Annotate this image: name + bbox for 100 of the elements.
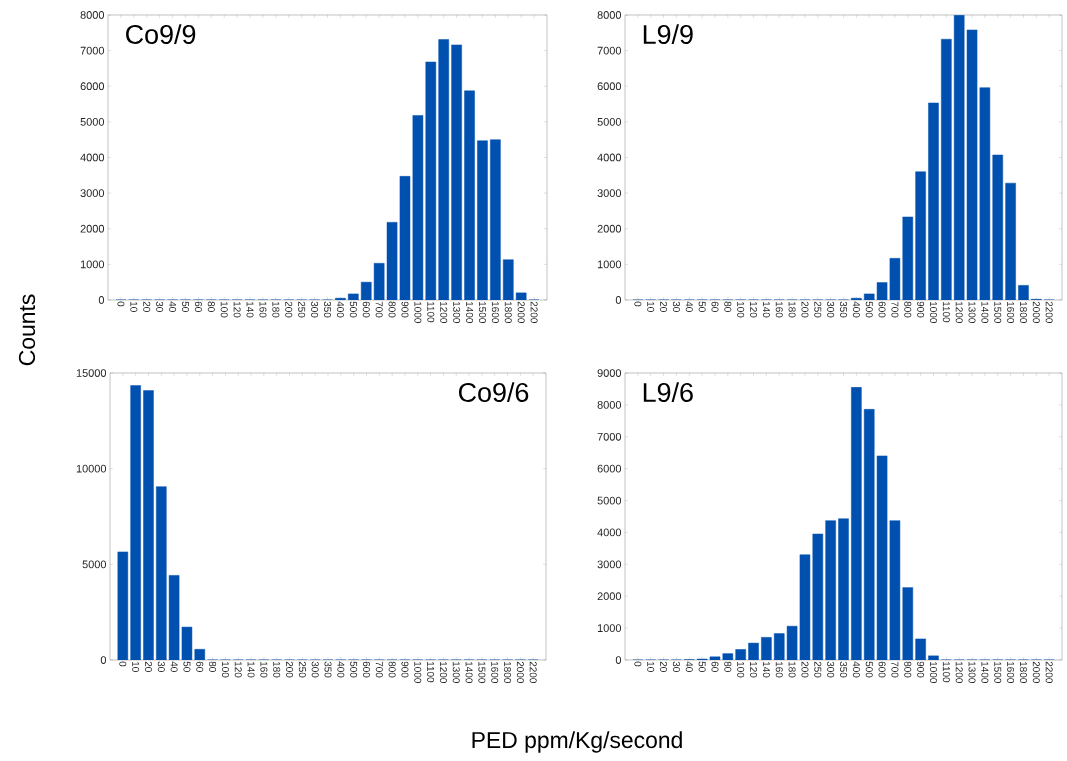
x-tick-label: 100 <box>221 661 229 678</box>
bar <box>117 551 129 660</box>
x-tick-label: 10 <box>130 301 138 312</box>
bar <box>915 171 926 300</box>
y-tick-label: 2000 <box>80 224 105 233</box>
x-tick-label: 1400 <box>981 301 989 323</box>
x-tick-label: 120 <box>750 301 758 318</box>
x-tick-label: 10 <box>647 661 655 672</box>
y-tick-label: 3000 <box>597 189 622 197</box>
x-tick-label: 60 <box>194 301 202 312</box>
y-tick-label: 1000 <box>80 260 105 269</box>
x-tick-label: 900 <box>401 661 409 678</box>
bar <box>451 44 462 300</box>
bar <box>1018 285 1029 300</box>
y-tick-label: 3000 <box>80 189 105 197</box>
x-tick-label: 500 <box>350 661 358 678</box>
x-tick-label: 300 <box>827 301 835 318</box>
x-tick-label: 60 <box>711 661 719 672</box>
bar <box>851 387 862 660</box>
x-tick-label: 0 <box>117 301 125 307</box>
x-tick-label: 350 <box>839 661 848 678</box>
bar <box>464 90 475 300</box>
x-tick-label: 140 <box>247 661 255 678</box>
x-tick-label: 50 <box>698 661 706 672</box>
y-tick-label: 6000 <box>80 82 105 91</box>
bar <box>490 139 501 300</box>
x-tick-label: 30 <box>157 661 165 672</box>
x-tick-label: 700 <box>375 301 383 318</box>
x-tick-label: 200 <box>801 301 809 318</box>
x-tick-label: 30 <box>672 301 680 312</box>
x-tick-label: 0 <box>634 661 642 667</box>
x-tick-label: 60 <box>196 661 204 672</box>
y-tick-label: 6000 <box>597 82 622 91</box>
y-axis-title: Counts <box>18 294 36 366</box>
x-tick-label: 1600 <box>491 301 499 323</box>
bar <box>143 390 154 660</box>
x-tick-label: 180 <box>788 661 796 678</box>
x-tick-label: 1100 <box>427 661 435 683</box>
y-tick-label: 8000 <box>597 401 622 409</box>
x-tick-label: 160 <box>775 661 783 678</box>
bar <box>1005 182 1016 300</box>
x-tick-label: 600 <box>878 301 886 318</box>
x-tick-label: 200 <box>286 661 294 678</box>
x-tick-label: 1000 <box>929 301 937 323</box>
chart-title: L9/9 <box>643 24 693 44</box>
bar <box>735 649 746 660</box>
bar <box>477 140 488 300</box>
x-tick-label: 1300 <box>452 661 460 683</box>
x-tick-label: 300 <box>311 661 319 678</box>
x-tick-label: 1800 <box>504 301 512 323</box>
y-tick-label: 5000 <box>597 496 622 505</box>
x-tick-label: 2200 <box>1045 301 1053 323</box>
y-tick-label: 3000 <box>597 560 622 569</box>
x-tick-label: 500 <box>865 661 873 678</box>
x-tick-label: 2000 <box>1032 301 1040 323</box>
x-tick-label: 10 <box>647 301 655 312</box>
x-tick-label: 1400 <box>981 661 989 683</box>
x-tick-label: 1100 <box>427 301 435 323</box>
x-tick-label: 1000 <box>414 661 422 683</box>
x-tick-label: 200 <box>285 301 293 318</box>
chart-title: Co9/9 <box>126 24 196 44</box>
x-tick-label: 2000 <box>1032 661 1040 683</box>
y-tick-label: 4000 <box>597 528 622 537</box>
y-tick-label: 5000 <box>82 560 107 569</box>
x-tick-label: 2200 <box>529 661 537 683</box>
bar <box>915 638 926 660</box>
x-tick-label: 10 <box>132 661 140 672</box>
x-tick-label: 1800 <box>504 661 512 683</box>
x-tick-label: 1300 <box>968 661 976 683</box>
y-tick-label: 5000 <box>597 118 622 126</box>
x-tick-label: 250 <box>814 301 822 318</box>
x-tick-label: 180 <box>788 301 796 318</box>
bar <box>438 39 449 300</box>
y-tick-label: 4000 <box>597 153 622 162</box>
x-tick-label: 200 <box>801 661 809 678</box>
y-tick-label: 1000 <box>597 260 622 269</box>
x-tick-label: 1600 <box>1007 661 1015 683</box>
x-tick-label: 1200 <box>440 301 448 323</box>
x-tick-label: 180 <box>273 661 281 678</box>
x-tick-label: 80 <box>209 661 217 672</box>
x-tick-label: 700 <box>891 301 899 318</box>
x-tick-label: 120 <box>234 661 242 678</box>
bar <box>928 655 939 660</box>
y-tick-label: 4000 <box>80 153 105 162</box>
x-tick-label: 180 <box>272 301 280 318</box>
x-tick-label: 1600 <box>491 661 499 683</box>
x-tick-label: 1200 <box>955 661 963 683</box>
x-tick-label: 400 <box>852 661 860 678</box>
y-tick-label: 7000 <box>597 46 622 55</box>
x-tick-label: 400 <box>336 301 344 318</box>
x-tick-label: 0 <box>119 661 127 667</box>
x-tick-label: 1500 <box>994 661 1002 683</box>
x-tick-label: 900 <box>917 661 925 678</box>
x-tick-label: 300 <box>311 301 319 318</box>
x-tick-label: 900 <box>917 301 925 318</box>
x-axis-title: PED ppm/Kg/second <box>472 731 682 753</box>
x-tick-label: 1100 <box>942 301 950 323</box>
x-tick-label: 100 <box>737 301 745 318</box>
x-tick-label: 800 <box>904 661 912 678</box>
x-tick-label: 400 <box>852 301 860 318</box>
